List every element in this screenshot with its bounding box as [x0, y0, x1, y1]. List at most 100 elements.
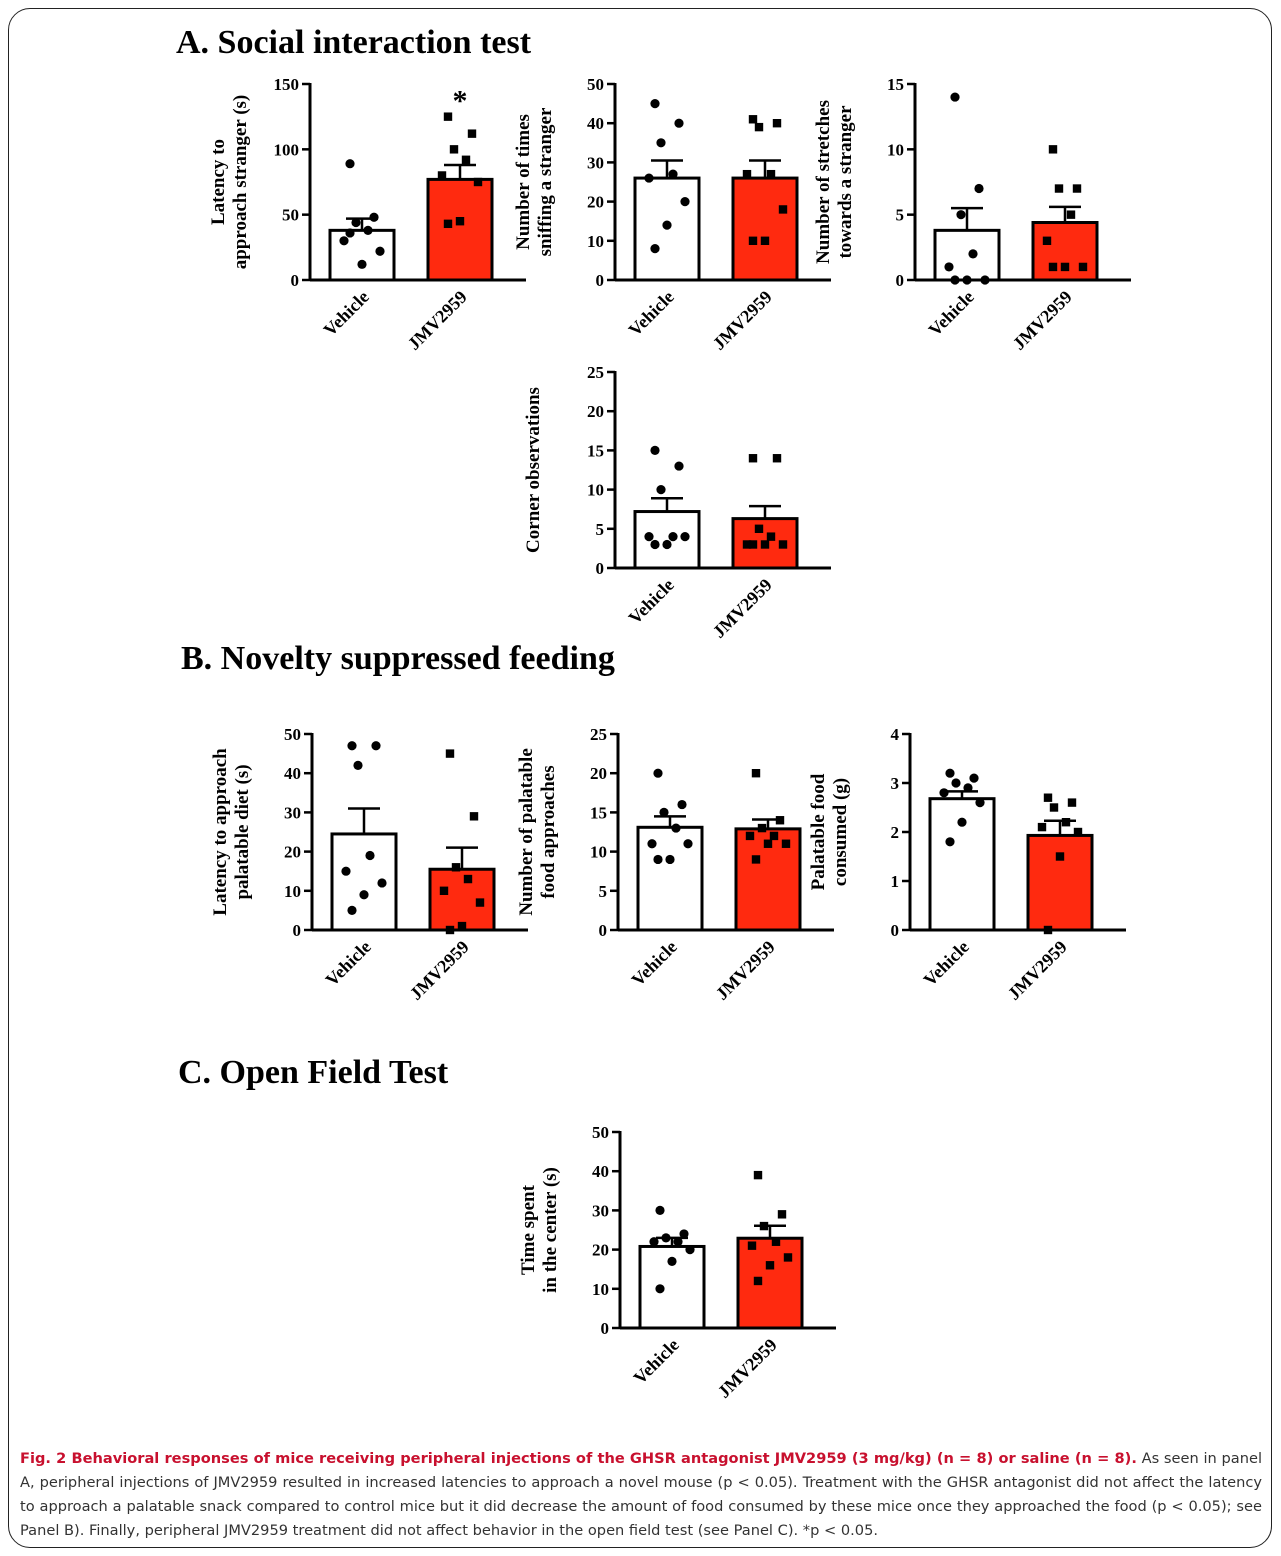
bar-jmv2959	[1026, 833, 1094, 932]
data-point-jmv2959	[771, 1237, 781, 1246]
data-point-vehicle	[369, 212, 379, 222]
y-tick-label: 15	[587, 441, 604, 460]
data-point-jmv2959	[781, 839, 791, 848]
data-point-vehicle	[956, 210, 966, 220]
data-point-vehicle	[950, 92, 960, 102]
y-tick-label: 0	[896, 271, 905, 290]
y-tick-label: 0	[599, 921, 608, 940]
y-tick-label: 10	[887, 140, 904, 159]
data-point-jmv2959	[1078, 262, 1088, 272]
y-axis-label: towards a stranger	[835, 105, 856, 259]
data-point-jmv2959	[777, 1210, 787, 1219]
data-point-vehicle	[656, 138, 666, 148]
y-tick-label: 0	[596, 559, 605, 578]
chart-sniffing-stranger: Number of times sniffing a stranger Vehicl…	[513, 75, 831, 354]
data-point-jmv2959	[455, 217, 465, 226]
data-point-vehicle	[375, 246, 385, 256]
y-axis-label: food approaches	[538, 765, 559, 898]
significance-marker: *	[453, 85, 468, 118]
data-point-vehicle	[363, 225, 373, 235]
y-axis-label: sniffing a stranger	[535, 107, 556, 256]
data-point-vehicle	[679, 1229, 689, 1239]
y-axis-label: Time spent	[518, 1184, 539, 1275]
bar-vehicle	[633, 510, 701, 570]
data-point-jmv2959	[1048, 145, 1058, 154]
chart-palatable-food-consumed: Palatable food consumed (g) Vehicle JMV2959…	[808, 725, 1126, 1004]
data-point-jmv2959	[760, 540, 770, 549]
data-point-jmv2959	[778, 205, 788, 214]
x-tick-label: Vehicle	[625, 575, 678, 628]
data-point-jmv2959	[1066, 210, 1076, 219]
data-point-jmv2959	[754, 122, 764, 132]
data-point-vehicle	[650, 539, 660, 550]
data-point-vehicle	[662, 220, 672, 230]
chart-stretches-stranger: Number of stretches towards a stranger Veh…	[813, 75, 1131, 354]
data-point-jmv2959	[754, 524, 764, 533]
y-tick-label: 30	[587, 153, 604, 172]
x-tick-label: JMV2959	[709, 287, 776, 354]
data-point-jmv2959	[467, 129, 477, 138]
data-point-jmv2959	[760, 236, 770, 245]
y-tick-label: 3	[891, 774, 900, 793]
data-point-vehicle	[957, 817, 967, 827]
bar-jmv2959	[736, 1236, 804, 1330]
data-point-jmv2959	[449, 145, 459, 154]
data-point-jmv2959	[1060, 262, 1070, 272]
x-tick-label: Vehicle	[920, 937, 973, 990]
y-axis-label: Palatable food	[808, 773, 829, 890]
y-axis-label: Latency to approach	[210, 748, 231, 916]
data-point-vehicle	[944, 262, 954, 272]
y-axis-label: Number of palatable	[516, 748, 537, 915]
data-point-vehicle	[644, 173, 654, 183]
data-point-jmv2959	[1061, 818, 1071, 827]
y-tick-label: 20	[587, 193, 604, 212]
bar-jmv2959	[428, 867, 496, 932]
data-point-vehicle	[647, 839, 657, 849]
data-point-jmv2959	[742, 169, 752, 179]
y-tick-label: 50	[592, 1123, 609, 1142]
data-point-jmv2959	[1048, 262, 1058, 272]
data-point-vehicle	[377, 878, 387, 888]
y-tick-label: 0	[291, 271, 300, 290]
data-point-vehicle	[939, 788, 949, 798]
data-point-vehicle	[656, 485, 666, 495]
y-tick-label: 1	[891, 872, 900, 891]
data-point-vehicle	[644, 532, 654, 542]
data-point-vehicle	[345, 159, 355, 169]
y-tick-label: 20	[284, 843, 301, 862]
data-point-jmv2959	[765, 1261, 775, 1270]
data-point-vehicle	[365, 850, 375, 861]
y-tick-label: 40	[284, 764, 301, 783]
y-tick-label: 40	[592, 1162, 609, 1181]
data-point-jmv2959	[775, 816, 785, 825]
data-point-vehicle	[649, 1237, 659, 1247]
y-tick-label: 30	[284, 803, 301, 822]
y-tick-label: 15	[590, 803, 607, 822]
chart-latency-approach-stranger: Latency to approach stranger (s) Vehicle JM…	[208, 75, 526, 354]
y-tick-label: 50	[587, 75, 604, 94]
data-point-jmv2959	[437, 171, 447, 180]
data-point-vehicle	[655, 1284, 665, 1294]
x-tick-label: Vehicle	[320, 287, 373, 340]
y-tick-label: 20	[587, 402, 604, 421]
data-point-jmv2959	[778, 540, 788, 549]
data-point-jmv2959	[772, 454, 782, 463]
data-point-vehicle	[359, 890, 369, 900]
data-point-jmv2959	[769, 831, 779, 841]
data-point-vehicle	[345, 228, 355, 238]
data-point-jmv2959	[463, 874, 473, 884]
y-axis-label: palatable diet (s)	[232, 764, 253, 899]
y-tick-label: 0	[891, 921, 900, 940]
y-tick-label: 25	[590, 725, 607, 744]
x-tick-label: Vehicle	[322, 937, 375, 990]
data-point-vehicle	[650, 244, 660, 254]
y-axis-label: Number of stretches	[813, 100, 834, 264]
data-point-vehicle	[674, 118, 684, 128]
data-point-jmv2959	[461, 155, 471, 164]
chart-time-in-center: Time spent in the center (s) Vehicle JMV295…	[518, 1123, 836, 1402]
data-point-vehicle	[674, 461, 684, 471]
data-point-jmv2959	[766, 169, 776, 179]
data-point-jmv2959	[753, 1170, 763, 1180]
bar-jmv2959	[426, 177, 494, 282]
x-tick-label: JMV2959	[406, 937, 473, 1004]
